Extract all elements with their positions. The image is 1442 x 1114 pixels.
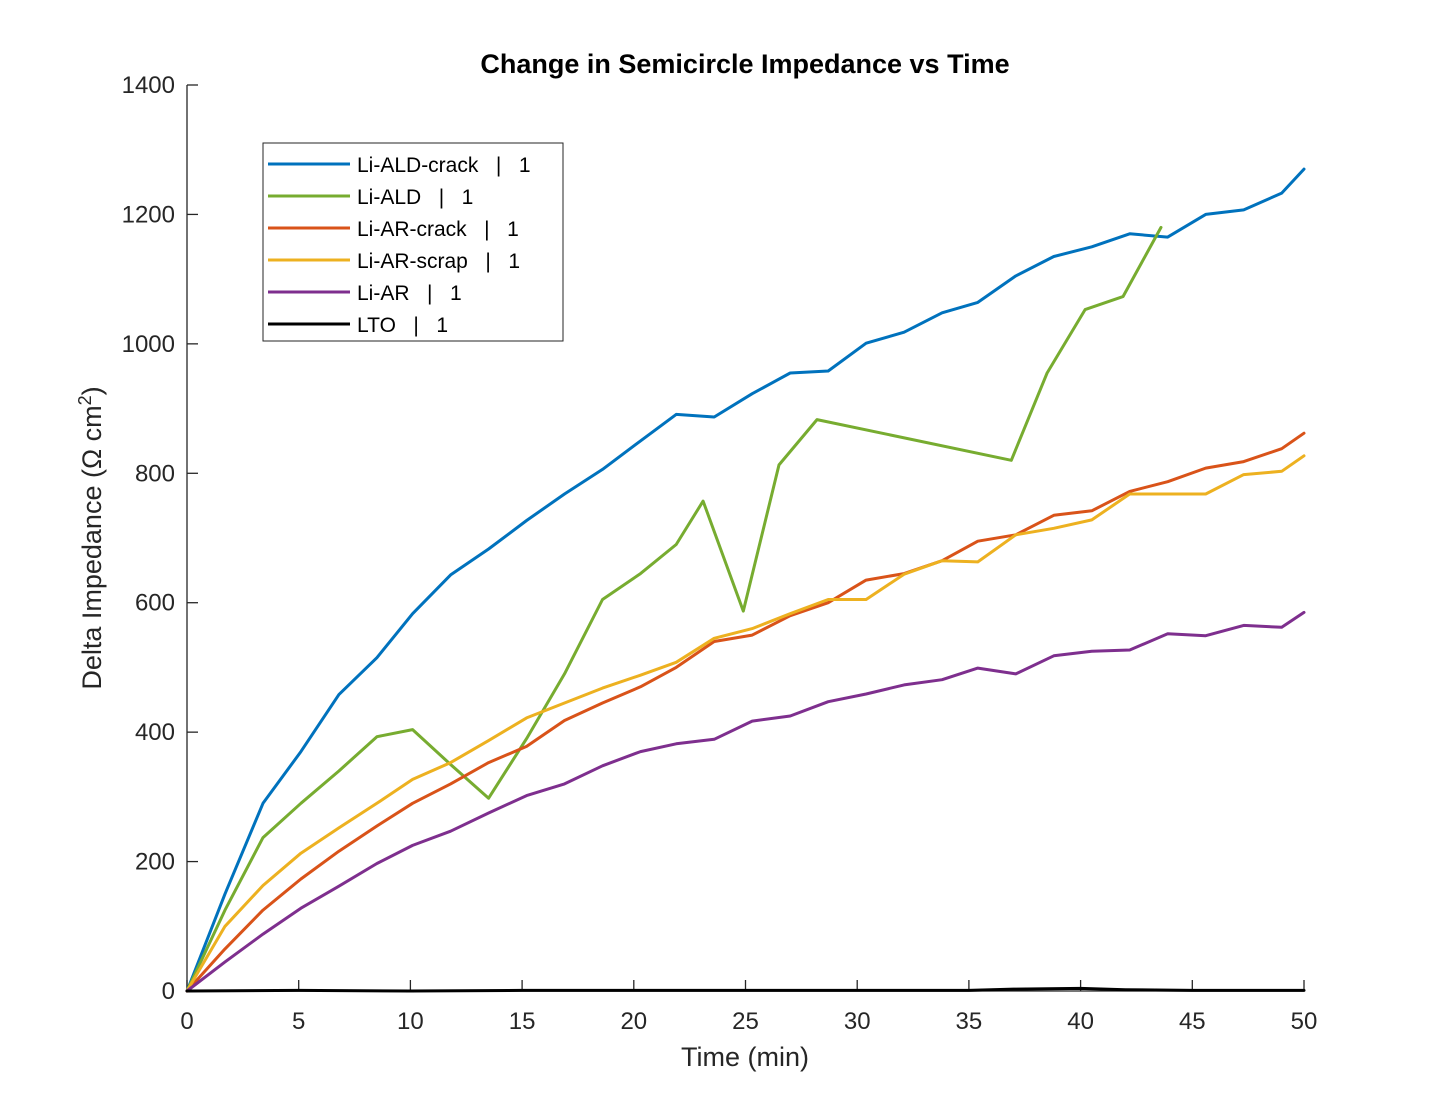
y-tick-label: 0	[162, 978, 175, 1005]
x-axis-label: Time (min)	[681, 1042, 809, 1072]
x-tick-label: 50	[1291, 1008, 1318, 1035]
legend: Li-ALD-crack | 1 Li-ALD | 1 Li-AR-crack | …	[262, 142, 564, 342]
series-layer	[185, 167, 1306, 993]
x-tick-label: 35	[956, 1008, 983, 1035]
x-tick-label: 30	[844, 1008, 871, 1035]
x-tick-label: 10	[397, 1008, 424, 1035]
y-tick-label: 200	[135, 849, 175, 876]
y-axis-label-main: Delta Impedance (Ω cm	[77, 405, 107, 689]
y-tick-label: 1000	[122, 331, 175, 358]
legend-label: Li-AR | 1	[357, 282, 462, 305]
legend-box	[262, 142, 564, 342]
legend-label: LTO | 1	[357, 314, 448, 337]
series-line-5	[185, 986, 1306, 993]
x-tick-label: 15	[509, 1008, 536, 1035]
x-tick-label: 25	[732, 1008, 759, 1035]
legend-label: Li-ALD-crack | 1	[357, 154, 531, 177]
series-line-0	[185, 167, 1306, 993]
series-line-4	[185, 610, 1306, 993]
series-line-1	[185, 225, 1163, 993]
y-tick-label: 800	[135, 460, 175, 487]
x-tick-label: 20	[620, 1008, 647, 1035]
y-tick-label: 1200	[122, 201, 175, 228]
legend-label: Li-ALD | 1	[357, 186, 473, 209]
y-tick-label: 600	[135, 590, 175, 617]
y-axis-label-close: )	[77, 386, 107, 395]
y-axis-ticks: 0 200 400 600 800 1000 1200 1400	[122, 72, 198, 1005]
x-tick-label: 45	[1179, 1008, 1206, 1035]
y-axis-label-superscript: 2	[75, 395, 95, 405]
x-tick-label: 0	[180, 1008, 193, 1035]
chart-title: Change in Semicircle Impedance vs Time	[480, 49, 1009, 79]
x-axis-ticks: 0 5 10 15 20 25 30 35 40 45 50	[180, 980, 1317, 1035]
x-tick-label: 5	[292, 1008, 305, 1035]
x-tick-label: 40	[1067, 1008, 1094, 1035]
y-tick-label: 400	[135, 719, 175, 746]
legend-label: Li-AR-scrap | 1	[357, 250, 520, 273]
series-line-2	[185, 431, 1306, 993]
y-tick-label: 1400	[122, 72, 175, 99]
y-axis-label: Delta Impedance (Ω cm2)	[75, 386, 107, 689]
legend-label: Li-AR-crack | 1	[357, 218, 519, 241]
series-line-3	[185, 454, 1306, 993]
